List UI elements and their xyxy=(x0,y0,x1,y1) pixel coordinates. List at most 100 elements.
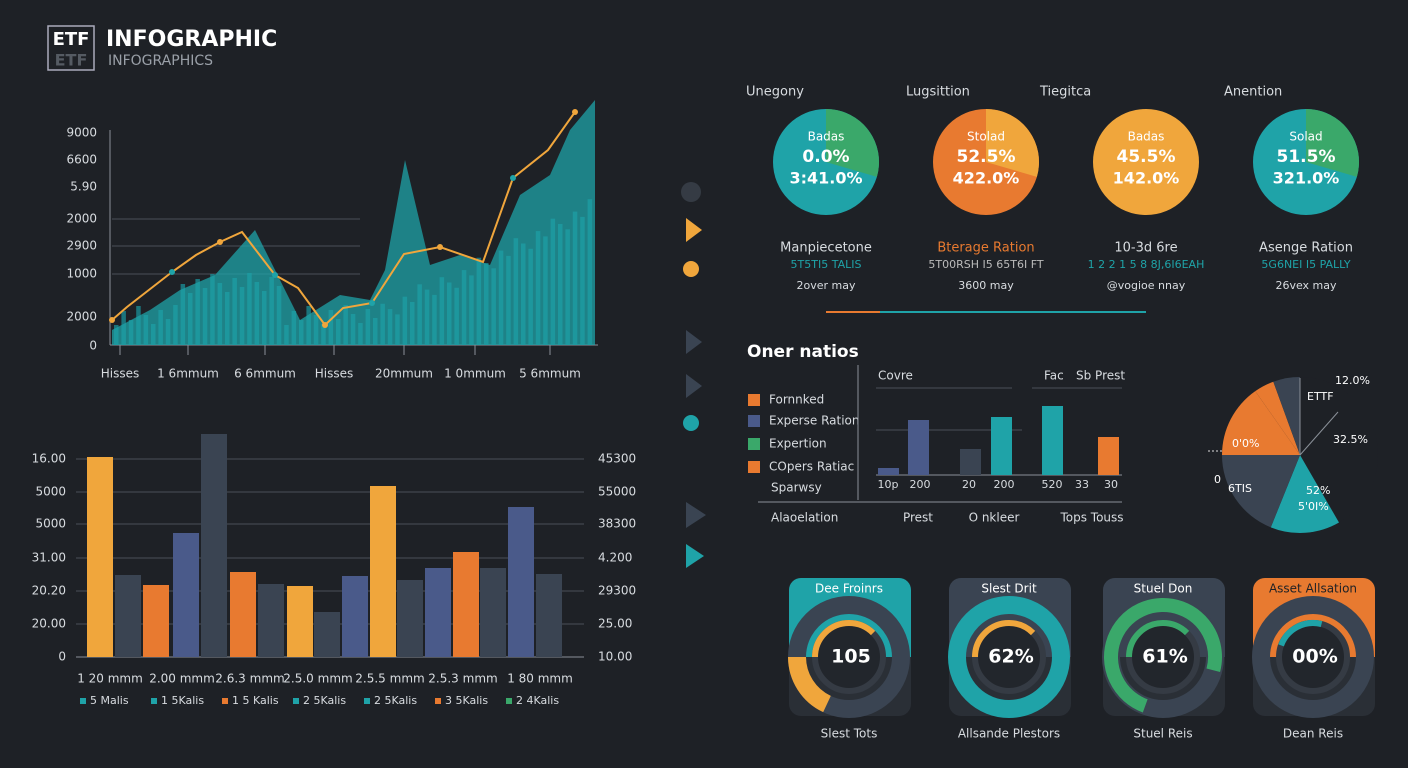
footer: Tops Touss xyxy=(1059,511,1123,525)
subtitle: INFOGRAPHICS xyxy=(108,53,213,69)
right-label: 29300 xyxy=(598,584,636,598)
pie-name: Badas xyxy=(1128,130,1165,144)
bar xyxy=(878,468,899,475)
pie-label: 52% xyxy=(1306,484,1330,497)
gauge-title: Dee Froinrs xyxy=(815,582,883,596)
gauge-caption: Stuel Reis xyxy=(1133,727,1192,741)
left-label: 16.00 xyxy=(32,452,66,466)
note: @vogioe nnay xyxy=(1107,279,1186,292)
pie-sub: 422.0% xyxy=(953,169,1020,188)
y-label: 2000 xyxy=(66,212,97,226)
bar xyxy=(230,572,256,657)
x-label: 2.5.0 mmm xyxy=(283,672,352,686)
bar xyxy=(173,533,199,657)
icon xyxy=(686,544,704,568)
legend-swatch xyxy=(748,415,760,427)
header: Fac xyxy=(1044,369,1064,383)
bar xyxy=(908,420,929,475)
x-label: 2.5.5 mmm xyxy=(355,672,424,686)
pie-slice xyxy=(1306,109,1359,177)
bar xyxy=(1098,437,1119,475)
legend-label: COpers Ratiac xyxy=(769,460,854,474)
left-label: 0 xyxy=(58,650,66,664)
caption: Bterage Ration xyxy=(937,241,1034,256)
gauge-caption: Dean Reis xyxy=(1283,727,1343,741)
x-label: 1 20 mmm xyxy=(77,672,143,686)
pie-name: Stolad xyxy=(967,130,1005,144)
gauge-title: Stuel Don xyxy=(1134,582,1193,596)
right-label: 55000 xyxy=(598,485,636,499)
right-label: 38300 xyxy=(598,517,636,531)
header: Sb Prest xyxy=(1076,369,1125,383)
footer: Alaoelation xyxy=(771,511,838,525)
ax xyxy=(1299,411,1339,456)
pie-sub: 321.0% xyxy=(1273,169,1340,188)
pie-slice xyxy=(986,109,1039,177)
bar xyxy=(453,552,479,657)
legend-swatch xyxy=(748,438,760,450)
legend-swatch xyxy=(748,461,760,473)
pie-slice xyxy=(1273,377,1300,455)
pie-label: 5'0I% xyxy=(1298,500,1329,513)
legend-swatch xyxy=(506,698,512,704)
bar xyxy=(536,574,562,657)
left-label: 31.00 xyxy=(32,551,66,565)
pie-slice xyxy=(1255,381,1300,455)
caption: Manpiecetone xyxy=(780,241,872,256)
legend-swatch xyxy=(293,698,299,704)
pie-title: Unegony xyxy=(746,85,804,100)
gauge-value: 105 xyxy=(831,646,871,668)
left-label: 20.00 xyxy=(32,617,66,631)
pie-label: 6TIS xyxy=(1228,482,1252,495)
icon xyxy=(683,415,699,431)
x-label: 1 6mmum xyxy=(157,367,219,381)
legend-label: Expertion xyxy=(769,437,827,451)
bar-label: 10p xyxy=(878,478,899,491)
point xyxy=(369,300,375,306)
pie-title: Anention xyxy=(1224,85,1282,100)
gauge-title: Slest Drit xyxy=(981,582,1037,596)
legend-label: 2 5Kalis xyxy=(374,694,417,707)
pie-title: Tiegitca xyxy=(1039,85,1091,100)
pie-sub: 3:41.0% xyxy=(789,169,862,188)
logo-box xyxy=(47,25,95,71)
legend-label: Experse Ration xyxy=(769,414,859,428)
x-label: 2.6.3 mmm xyxy=(215,672,284,686)
note: 2over may xyxy=(797,279,856,292)
x-label: 2.00 mmm xyxy=(149,672,215,686)
x-label: 6 6mmum xyxy=(234,367,296,381)
gauge-value: 00% xyxy=(1292,646,1337,668)
bar xyxy=(314,612,340,657)
y-label: 5.90 xyxy=(70,180,97,194)
y-label: 6600 xyxy=(66,153,97,167)
logo-shadow: ETF xyxy=(55,51,88,70)
point xyxy=(510,175,516,181)
x-label: 1 0mmum xyxy=(444,367,506,381)
note: 26vex may xyxy=(1275,279,1337,292)
point xyxy=(217,239,223,245)
gauge-caption: Allsande Plestors xyxy=(958,727,1060,741)
legend-label: Sparwsy xyxy=(771,481,822,495)
legend-swatch xyxy=(80,698,86,704)
bar-label: 520 xyxy=(1042,478,1063,491)
legend-label: 3 5Kalis xyxy=(445,694,488,707)
bar xyxy=(143,585,169,657)
bar xyxy=(87,457,113,657)
code: 5T5TI5 TALIS xyxy=(791,258,862,271)
icon xyxy=(686,502,706,528)
pie-name: Badas xyxy=(808,130,845,144)
icon xyxy=(686,374,702,398)
bar xyxy=(115,575,141,657)
area xyxy=(112,100,595,345)
bar xyxy=(342,576,368,657)
legend-label: 1 5 Kalis xyxy=(232,694,279,707)
x-label: Hisses xyxy=(315,367,354,381)
caption: 10-3d 6re xyxy=(1114,241,1177,256)
gauge-outer xyxy=(948,596,1070,718)
bar xyxy=(960,449,981,475)
y-label: 0 xyxy=(89,339,97,353)
section-title: Oner natios xyxy=(747,342,859,362)
x-label: 20mmum xyxy=(375,367,433,381)
right-label: 4.200 xyxy=(598,551,632,565)
pie-label: 32.5% xyxy=(1333,433,1368,446)
